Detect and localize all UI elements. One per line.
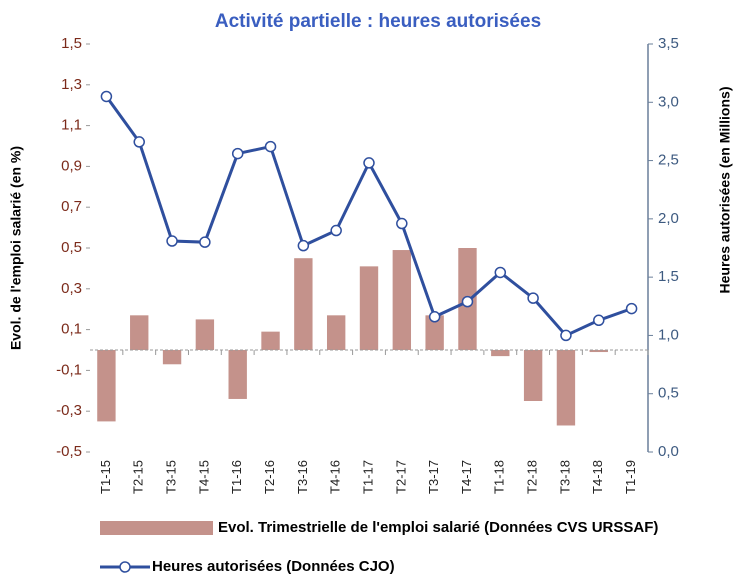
bar <box>392 250 412 350</box>
x-tick-label: T4-16 <box>328 460 343 494</box>
marker <box>461 295 474 308</box>
bar <box>359 266 379 350</box>
bar <box>195 319 215 350</box>
legend-label: Heures autorisées (Données CJO) <box>152 558 395 575</box>
bar <box>294 258 313 350</box>
chart-title: Activité partielle : heures autorisées <box>215 11 541 32</box>
bar <box>326 315 346 350</box>
marker <box>494 266 507 279</box>
marker <box>297 239 310 252</box>
x-tick-label: T4-17 <box>459 460 474 494</box>
marker <box>625 302 638 315</box>
x-tick-label: T4-15 <box>196 460 211 494</box>
marker <box>199 236 211 248</box>
y2-tick-label: 0,5 <box>658 385 679 402</box>
x-tick-label: T4-18 <box>590 460 605 494</box>
x-tick-label: T1-18 <box>492 460 507 494</box>
y-axis-label: Evol. de l'emploi salarié (en %) <box>8 146 24 350</box>
y2-tick-label: 1,5 <box>658 268 679 285</box>
y-tick-label: -0,1 <box>56 361 82 378</box>
y-tick-label: 1,5 <box>61 35 82 52</box>
bar <box>589 350 608 353</box>
marker <box>100 90 113 103</box>
y2-tick-label: 1,0 <box>658 326 679 343</box>
bar <box>556 350 576 426</box>
bar <box>97 350 116 422</box>
y-tick-label: 0,1 <box>61 321 82 338</box>
x-tick-label: T1-15 <box>98 460 113 494</box>
y-tick-label: 1,1 <box>61 117 82 134</box>
x-tick-label: T2-15 <box>131 460 146 494</box>
marker <box>363 157 375 169</box>
x-tick-label: T1-19 <box>623 460 638 494</box>
bar <box>162 350 182 365</box>
x-tick-label: T3-15 <box>163 460 178 494</box>
y-tick-label: -0,5 <box>56 443 82 460</box>
marker <box>264 140 277 153</box>
y2-axis-label: Heures autorisées (en Millions) <box>717 87 733 294</box>
y-tick-label: -0,3 <box>56 402 82 419</box>
marker <box>330 224 342 237</box>
bar <box>130 315 149 350</box>
y2-tick-label: 3,5 <box>658 35 679 52</box>
bar <box>491 350 510 357</box>
x-tick-label: T3-16 <box>295 460 310 494</box>
x-tick-label: T1-17 <box>360 460 375 494</box>
x-tick-label: T1-16 <box>229 460 244 494</box>
x-tick-label: T3-17 <box>426 460 441 494</box>
y-tick-label: 0,5 <box>61 239 82 256</box>
legend-swatch <box>119 561 131 573</box>
y2-tick-label: 2,5 <box>658 152 679 169</box>
legend-label: Evol. Trimestrielle de l'emploi salarié … <box>218 519 658 536</box>
y-tick-label: 0,3 <box>61 280 82 297</box>
y2-tick-label: 0,0 <box>658 443 679 460</box>
y2-tick-label: 2,0 <box>658 210 679 227</box>
marker <box>231 147 244 160</box>
legend-swatch <box>100 521 213 535</box>
marker <box>396 217 408 230</box>
marker <box>133 136 145 148</box>
x-tick-label: T2-16 <box>262 460 277 494</box>
x-tick-label: T2-18 <box>525 460 540 494</box>
marker <box>593 314 605 327</box>
y-tick-label: 0,9 <box>61 157 82 174</box>
x-tick-label: T3-18 <box>557 460 572 494</box>
x-tick-label: T2-17 <box>393 460 408 494</box>
bar <box>425 315 444 350</box>
bar <box>261 331 280 350</box>
marker <box>428 311 441 323</box>
bar <box>523 350 543 401</box>
bar <box>228 350 247 399</box>
marker <box>166 235 178 247</box>
y2-tick-label: 3,0 <box>658 93 679 110</box>
y-tick-label: 1,3 <box>61 76 82 93</box>
y-tick-label: 0,7 <box>61 198 82 215</box>
marker <box>527 292 539 304</box>
marker <box>560 329 572 342</box>
